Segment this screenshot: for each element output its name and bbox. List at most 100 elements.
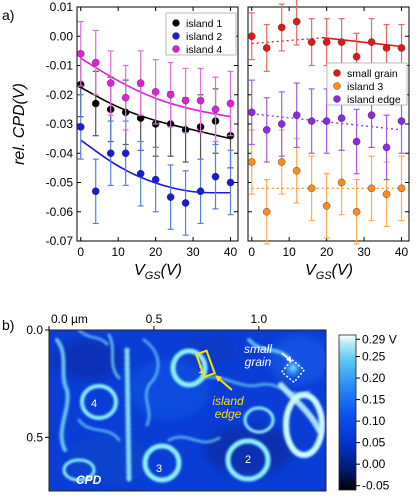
colorbar-tick-label: 0.15 — [362, 393, 386, 407]
legend-entry: island 2 — [186, 31, 222, 43]
x-axis-right: 0 10 20 30 40 — [248, 7, 409, 259]
data-point-island-4 — [211, 76, 220, 143]
map-x-tick-label: 1.0 — [251, 312, 268, 326]
marker — [367, 184, 376, 193]
fit-line-island-4 — [80, 57, 231, 118]
legend-entry: island 4 — [186, 44, 222, 56]
data-point-island-edge — [382, 114, 391, 181]
marker — [367, 38, 376, 46]
marker — [247, 32, 256, 41]
marker — [226, 178, 235, 187]
y-tick-label: -0.05 — [46, 176, 74, 190]
data-point-island-4 — [166, 61, 175, 128]
x-tick-label: 40 — [224, 245, 238, 259]
data-point-island-2 — [151, 146, 160, 213]
data-point-island-4 — [226, 70, 235, 137]
data-point-island-3 — [262, 178, 271, 245]
data-point-island-3 — [292, 138, 301, 204]
data-point-island-4 — [91, 29, 100, 96]
legend-marker — [333, 82, 341, 90]
marker — [166, 90, 175, 99]
marker — [76, 123, 85, 131]
data-point-small-grain — [322, 18, 331, 67]
small-grain-arrowhead-icon — [286, 356, 292, 362]
data-point-island-edge — [307, 88, 316, 154]
data-point-island-edge — [292, 82, 301, 148]
cpd-map-image — [49, 330, 326, 491]
island-edge-highlight-box — [194, 349, 217, 379]
panel-label-b: b) — [2, 317, 14, 333]
data-point-island-4 — [136, 50, 145, 116]
data-point-small-grain — [292, 0, 301, 46]
x-tick-label: 30 — [357, 245, 371, 259]
cpd-map-panel: 0.0 µm 0.5 1.00.00.5 1 2 3 4 small grain i… — [26, 312, 396, 493]
marker — [121, 93, 130, 102]
island-label-4: 4 — [91, 398, 97, 410]
y-tick-label: -0.02 — [46, 88, 74, 102]
legend-entry: island 3 — [347, 81, 383, 93]
data-point-island-4 — [121, 64, 130, 131]
x-tick-label: 20 — [149, 245, 163, 259]
fit-line-island-2 — [80, 139, 231, 194]
trend-line-small-grain — [251, 37, 323, 45]
data-point-island-4 — [106, 50, 115, 116]
data-point-island-2 — [91, 158, 100, 225]
island-edge-label-line1: island — [212, 394, 244, 408]
marker — [397, 117, 406, 125]
data-point-small-grain — [307, 18, 316, 67]
marker — [262, 126, 271, 134]
y-tick-label: 0.01 — [50, 0, 74, 14]
fit-line-small-grain — [322, 36, 402, 48]
marker — [307, 38, 316, 46]
marker — [352, 52, 361, 61]
marker — [382, 190, 391, 198]
data-point-island-3 — [367, 155, 376, 222]
map-x-tick-label: 0.5 — [146, 312, 163, 326]
marker — [397, 184, 406, 193]
data-point-island-3 — [307, 155, 316, 222]
legend-marker — [333, 69, 341, 77]
data-point-island-2 — [211, 143, 220, 210]
x-tick-label: 10 — [112, 245, 126, 259]
data-point-island-edge — [352, 108, 361, 175]
y-axis-left: -0.07 -0.06 -0.05 -0.04 -0.03 -0.02 -0.01 0.00 0… — [46, 0, 238, 248]
marker — [382, 143, 391, 152]
small-grain-label-line2: grain — [245, 355, 272, 369]
data-point-island-2 — [106, 120, 115, 187]
marker — [166, 193, 175, 201]
legend-marker — [172, 19, 180, 27]
colorbar-ticks: -0.05 0.00 0.05 0.10 0.15 0.20 0.25 0.29 V — [356, 332, 397, 493]
map-y-tick-label: 0.0 — [26, 323, 43, 337]
marker — [337, 114, 346, 122]
y-tick-label: -0.07 — [46, 234, 74, 248]
legend-entry: small grain — [347, 68, 398, 80]
marker — [136, 169, 145, 178]
data-point-island-3 — [352, 178, 361, 245]
y-axis-label: rel. CPD(V) — [11, 83, 28, 165]
legend-entry: island edge — [347, 94, 401, 106]
data-point-island-edge — [277, 91, 286, 157]
marker — [196, 187, 205, 196]
data-point-island-2 — [166, 164, 175, 230]
marker — [151, 175, 160, 184]
colorbar — [338, 334, 357, 491]
marker — [292, 17, 301, 26]
panel-label-a: a) — [2, 7, 14, 23]
marker — [307, 117, 316, 125]
marker — [106, 149, 115, 158]
data-point-island-3 — [337, 149, 346, 216]
chart-a-left: -0.07-0.06-0.05-0.04-0.03-0.02-0.010.000… — [11, 0, 239, 282]
marker — [226, 99, 235, 108]
marker — [91, 58, 100, 67]
cpd-map-frame — [48, 329, 327, 492]
legend-marker — [172, 32, 180, 40]
data-point-small-grain — [337, 18, 346, 67]
marker — [247, 108, 256, 117]
marker — [121, 149, 130, 158]
marker — [277, 120, 286, 128]
colorbar-tick-label: 0.05 — [362, 436, 386, 450]
y-tick-label: 0.00 — [50, 29, 74, 43]
x-tick-label: 30 — [186, 245, 200, 259]
